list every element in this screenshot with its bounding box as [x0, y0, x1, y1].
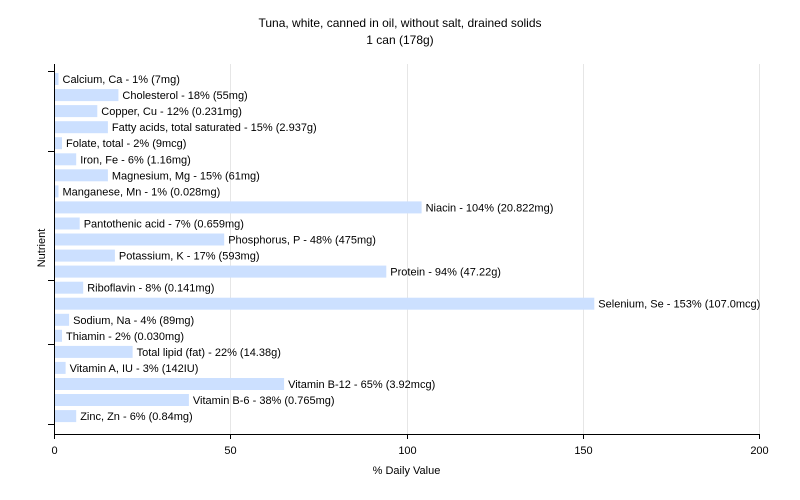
- bar-label: Cholesterol - 18% (55mg): [122, 90, 247, 102]
- bar: [55, 410, 77, 423]
- bar: [55, 345, 133, 358]
- bar: [55, 137, 62, 150]
- bar-label: Phosphorus, P - 48% (475mg): [228, 235, 376, 247]
- bar: [55, 378, 285, 390]
- bar-label: Iron, Fe - 6% (1.16mg): [80, 154, 191, 166]
- bar-label: Fatty acids, total saturated - 15% (2.93…: [112, 122, 317, 134]
- bar-label: Magnesium, Mg - 15% (61mg): [112, 170, 260, 182]
- bar: [55, 265, 387, 278]
- bar: [55, 185, 59, 198]
- x-axis-label: % Daily Value: [372, 465, 441, 477]
- bar-label: Manganese, Mn - 1% (0.028mg): [63, 186, 221, 198]
- chart-subtitle: 1 can (178g): [366, 33, 434, 47]
- bar-label: Riboflavin - 8% (0.141mg): [87, 283, 214, 295]
- bar-label: Total lipid (fat) - 22% (14.38g): [137, 347, 281, 359]
- x-tick-label: 150: [574, 445, 592, 457]
- bar-label: Calcium, Ca - 1% (7mg): [63, 74, 180, 86]
- bar: [55, 217, 80, 230]
- bar: [55, 201, 422, 214]
- bar-label: Pantothenic acid - 7% (0.659mg): [84, 219, 244, 231]
- bar: [55, 105, 98, 118]
- bar: [55, 121, 108, 134]
- bar-label: Potassium, K - 17% (593mg): [119, 251, 260, 263]
- x-tick-label: 200: [750, 445, 768, 457]
- bar: [55, 233, 225, 246]
- x-tick-label: 50: [224, 445, 236, 457]
- bar: [55, 281, 84, 294]
- bar-label: Folate, total - 2% (9mcg): [66, 138, 186, 150]
- bar-label: Selenium, Se - 153% (107.0mcg): [598, 299, 760, 311]
- bar: [55, 249, 115, 262]
- bar-label: Vitamin A, IU - 3% (142IU): [70, 363, 199, 375]
- x-tick-label: 0: [51, 445, 57, 457]
- bar: [55, 394, 189, 406]
- bar: [55, 297, 595, 310]
- bar-label: Copper, Cu - 12% (0.231mg): [101, 106, 242, 118]
- bar-label: Thiamin - 2% (0.030mg): [66, 331, 184, 343]
- bar-label: Vitamin B-6 - 38% (0.765mg): [193, 395, 335, 407]
- bar: [55, 153, 77, 166]
- bar: [55, 361, 66, 374]
- bar-label: Sodium, Na - 4% (89mg): [73, 315, 194, 327]
- x-tick-label: 100: [398, 445, 416, 457]
- bar: [55, 329, 62, 342]
- y-axis-label: Nutrient: [36, 228, 48, 268]
- bar: [55, 313, 70, 326]
- bar-label: Niacin - 104% (20.822mg): [426, 202, 554, 214]
- chart-title: Tuna, white, canned in oil, without salt…: [258, 16, 542, 30]
- bar-label: Zinc, Zn - 6% (0.84mg): [80, 411, 192, 423]
- bar: [55, 73, 59, 85]
- bar-label: Vitamin B-12 - 65% (3.92mcg): [288, 379, 435, 391]
- bar: [55, 89, 119, 102]
- bar-label: Protein - 94% (47.22g): [390, 267, 501, 279]
- bar: [55, 169, 108, 182]
